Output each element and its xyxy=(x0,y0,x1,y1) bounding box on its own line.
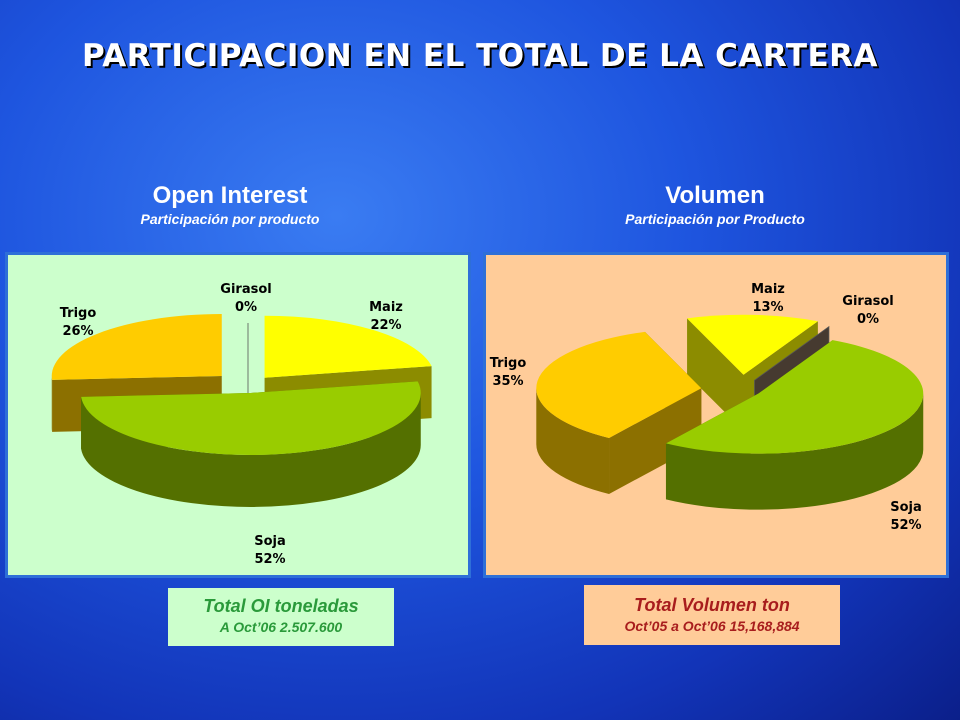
oi-value-trigo: 26% xyxy=(62,324,93,339)
vol-value-girasol: 0% xyxy=(857,312,879,327)
oi-chart-heading: Open Interest Participación por producto xyxy=(95,182,365,228)
oi-total-box: Total OI toneladas A Oct’06 2.507.600 xyxy=(168,588,394,646)
volumen-chart-title: Volumen xyxy=(665,182,765,209)
oi-chart-subtitle: Participación por producto xyxy=(140,211,320,227)
oi-pie-chart: Girasol 0% Maiz 22% Soja 52% Trigo 26% xyxy=(51,282,432,567)
oi-chart-panel: Girasol 0% Maiz 22% Soja 52% Trigo 26% xyxy=(5,252,471,578)
oi-value-soja: 52% xyxy=(254,552,285,567)
vol-label-maiz: Maiz xyxy=(751,282,785,297)
page-title: PARTICIPACION EN EL TOTAL DE LA CARTERA xyxy=(81,38,879,74)
volumen-total-box: Total Volumen ton Oct’05 a Oct’06 15,168… xyxy=(584,585,840,645)
vol-slice-soja xyxy=(665,340,924,510)
oi-value-maiz: 22% xyxy=(370,318,401,333)
volumen-total-label: Total Volumen ton xyxy=(634,595,790,615)
oi-label-girasol: Girasol xyxy=(220,282,271,297)
oi-slice-soja xyxy=(81,381,421,507)
volumen-chart-subtitle: Participación por Producto xyxy=(625,211,805,227)
oi-value-girasol: 0% xyxy=(235,300,257,315)
vol-label-soja: Soja xyxy=(890,500,922,515)
oi-label-maiz: Maiz xyxy=(369,300,403,315)
vol-slice-trigo xyxy=(536,331,702,494)
vol-value-maiz: 13% xyxy=(752,300,783,315)
vol-label-trigo: Trigo xyxy=(490,356,527,371)
oi-chart-title: Open Interest xyxy=(152,182,308,209)
oi-label-soja: Soja xyxy=(254,534,286,549)
volumen-total-value: Oct’05 a Oct’06 15,168,884 xyxy=(624,618,800,634)
volumen-chart-panel: Maiz 13% Girasol 0% Soja 52% Trigo 35% xyxy=(483,252,949,578)
oi-total-label: Total OI toneladas xyxy=(203,596,359,616)
oi-label-trigo: Trigo xyxy=(60,306,97,321)
oi-total-value: A Oct’06 2.507.600 xyxy=(219,619,343,635)
vol-value-trigo: 35% xyxy=(492,374,523,389)
vol-label-girasol: Girasol xyxy=(842,294,893,309)
vol-value-soja: 52% xyxy=(890,518,921,533)
volumen-chart-heading: Volumen Participación por Producto xyxy=(565,182,865,228)
volumen-pie-chart: Maiz 13% Girasol 0% Soja 52% Trigo 35% xyxy=(490,282,924,533)
